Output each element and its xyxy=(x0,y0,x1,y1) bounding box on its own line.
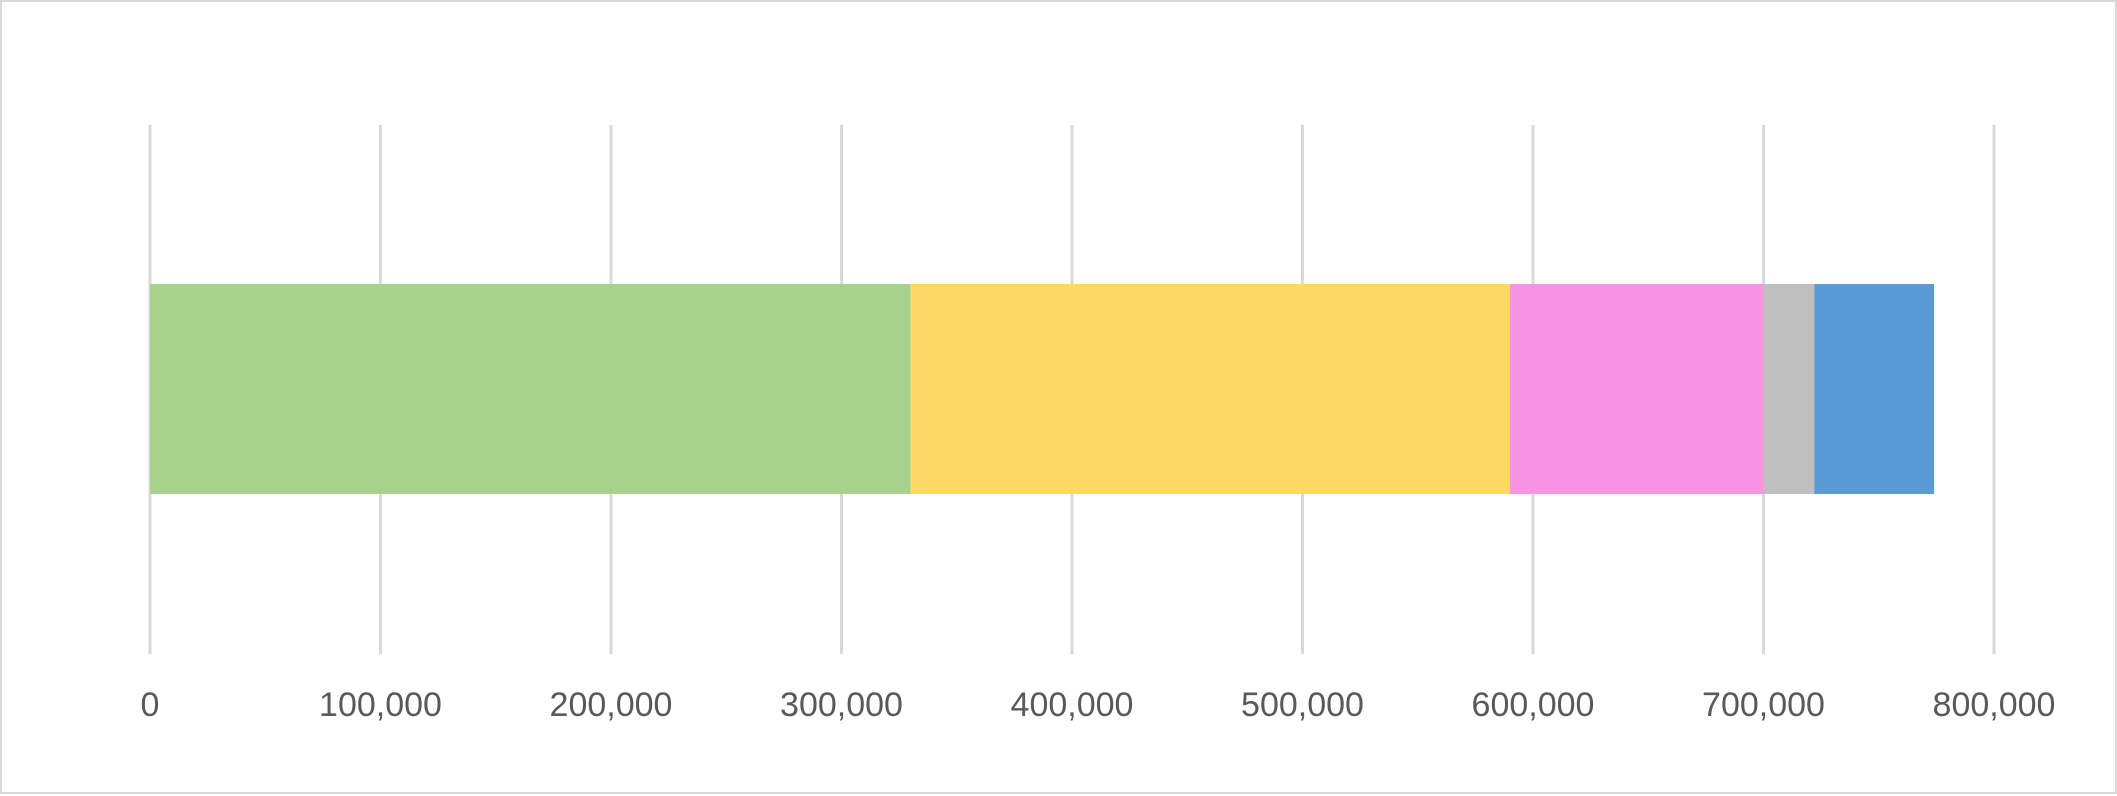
bar-segment[interactable] xyxy=(1814,284,1935,494)
bar-segment[interactable] xyxy=(910,284,1510,494)
x-tick-label: 100,000 xyxy=(319,686,442,724)
bar-segment[interactable] xyxy=(150,284,911,494)
x-axis-tick-labels: 0 100,000 200,000 300,000 400,000 500,000 600,… xyxy=(141,686,2056,724)
x-tick-label: 400,000 xyxy=(1011,686,1134,724)
x-tick-label: 300,000 xyxy=(780,686,903,724)
x-tick-label: 200,000 xyxy=(550,686,673,724)
x-tick-label: 0 xyxy=(141,686,160,724)
x-tick-label: 800,000 xyxy=(1933,686,2056,724)
x-tick-label: 700,000 xyxy=(1702,686,1825,724)
bar-segments xyxy=(150,284,1935,494)
bar-segment[interactable] xyxy=(1509,284,1764,494)
bar-segment[interactable] xyxy=(1763,284,1815,494)
x-tick-label: 500,000 xyxy=(1241,686,1364,724)
x-tick-label: 600,000 xyxy=(1472,686,1595,724)
